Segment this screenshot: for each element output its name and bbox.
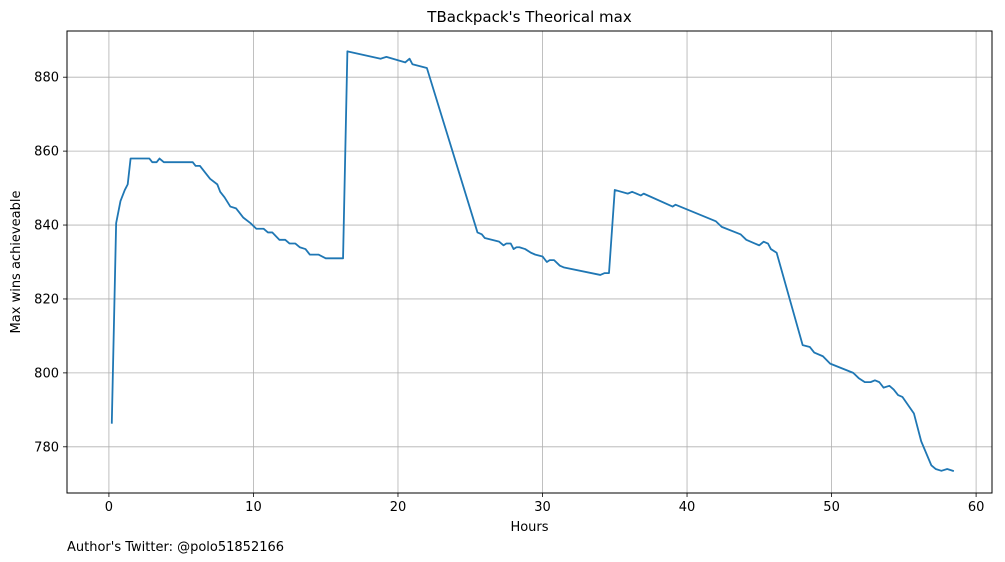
x-tick-label: 60 (968, 500, 985, 515)
grid (67, 31, 992, 493)
y-tick-label: 880 (34, 71, 59, 86)
y-tick-label: 840 (34, 219, 59, 234)
author-credit: Author's Twitter: @polo51852166 (67, 540, 284, 555)
y-tick-label: 860 (34, 145, 59, 160)
y-axis-label: Max wins achieveable (9, 191, 24, 334)
x-tick-label: 50 (823, 500, 840, 515)
y-tick-label: 800 (34, 366, 59, 381)
chart-title: TBackpack's Theorical max (426, 8, 632, 26)
x-tick-label: 20 (390, 500, 407, 515)
plot-frame (66, 30, 993, 494)
y-tick-label: 780 (34, 440, 59, 455)
series-line (110, 50, 955, 472)
y-tick-label: 820 (34, 292, 59, 307)
tick-layer: 0 10 20 30 40 50 60 780 800 820 840 860 880 (34, 71, 984, 515)
x-tick-label: 40 (679, 500, 696, 515)
x-tick-label: 0 (105, 500, 113, 515)
series-layer (110, 50, 955, 472)
x-tick-label: 10 (245, 500, 262, 515)
x-tick-label: 30 (534, 500, 551, 515)
x-axis-label: Hours (510, 520, 548, 535)
